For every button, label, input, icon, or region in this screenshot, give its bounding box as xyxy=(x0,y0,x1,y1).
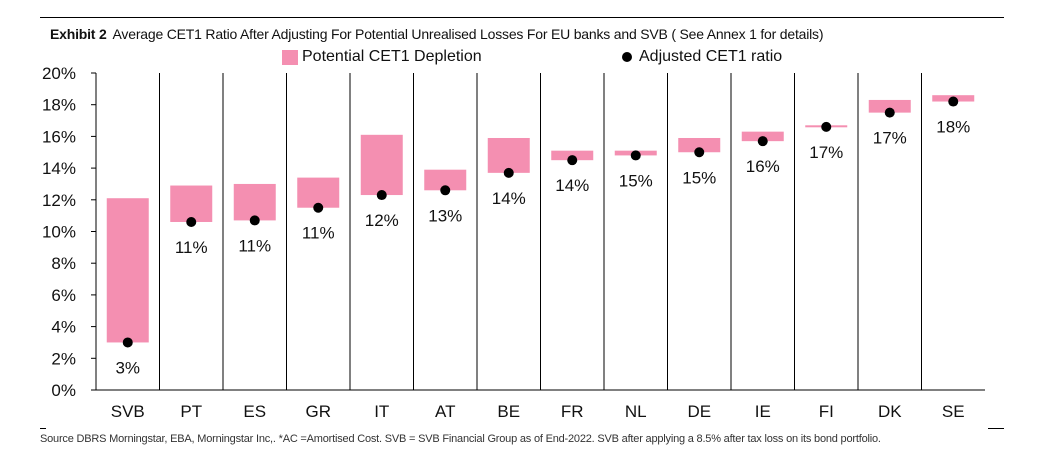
y-tick-label: 16% xyxy=(42,127,76,146)
data-label-svb: 3% xyxy=(115,358,140,377)
x-tick-label-gr: GR xyxy=(306,402,332,421)
adjusted-swatch xyxy=(622,52,632,62)
adjusted-dot-svb xyxy=(122,337,133,348)
data-label-fi: 17% xyxy=(809,143,843,162)
legend-label-adjusted: Adjusted CET1 ratio xyxy=(639,48,783,65)
x-tick-label-se: SE xyxy=(942,402,965,421)
y-tick-label: 0% xyxy=(51,381,76,400)
data-label-ie: 16% xyxy=(746,157,780,176)
data-label-es: 11% xyxy=(238,236,271,255)
x-tick-label-pt: PT xyxy=(180,402,202,421)
legend-label-depletion: Potential CET1 Depletion xyxy=(302,48,482,65)
depletion-bar-it xyxy=(360,134,403,196)
adjusted-dot-at xyxy=(440,185,451,196)
data-label-gr: 11% xyxy=(302,224,335,243)
depletion-bar-dk xyxy=(868,99,911,113)
y-tick-label: 8% xyxy=(51,254,76,273)
depletion-bar-at xyxy=(424,169,467,191)
depletion-bar-be xyxy=(487,137,530,173)
depletion-bar-es xyxy=(233,183,276,221)
y-tick-label: 12% xyxy=(42,191,76,210)
x-tick-label-nl: NL xyxy=(625,402,647,421)
depletion-bar-gr xyxy=(297,177,340,208)
data-label-de: 15% xyxy=(682,168,716,187)
adjusted-dot-es xyxy=(249,215,260,226)
adjusted-dot-be xyxy=(503,167,514,178)
y-tick-label: 4% xyxy=(51,318,76,337)
adjusted-dot-de xyxy=(694,147,705,158)
source-note: Source DBRS Morningstar, EBA, Morningsta… xyxy=(40,433,881,445)
data-label-pt: 11% xyxy=(175,238,208,257)
y-tick-label: 14% xyxy=(42,159,76,178)
top-rule xyxy=(40,17,1004,18)
left-mark xyxy=(40,428,46,429)
data-label-nl: 15% xyxy=(619,171,653,190)
y-tick-label: 6% xyxy=(51,286,76,305)
depletion-swatch xyxy=(282,49,298,65)
x-tick-label-fr: FR xyxy=(561,402,584,421)
data-label-it: 12% xyxy=(365,211,399,230)
depletion-bar-svb xyxy=(106,198,149,343)
x-tick-label-be: BE xyxy=(497,402,520,421)
x-tick-label-es: ES xyxy=(243,402,266,421)
x-tick-label-at: AT xyxy=(435,402,455,421)
adjusted-dot-fi xyxy=(821,121,832,132)
chart-title: Exhibit 2 Average CET1 Ratio After Adjust… xyxy=(50,26,824,42)
adjusted-dot-pt xyxy=(186,216,197,227)
exhibit-label: Exhibit 2 xyxy=(50,26,107,42)
adjusted-dot-ie xyxy=(757,136,768,147)
adjusted-dot-dk xyxy=(884,107,895,118)
adjusted-dot-se xyxy=(948,96,959,107)
adjusted-dot-nl xyxy=(630,150,641,161)
y-tick-label: 10% xyxy=(42,223,76,242)
y-tick-label: 20% xyxy=(42,64,76,83)
data-label-be: 14% xyxy=(492,189,526,208)
legend-item-depletion: Potential CET1 Depletion xyxy=(282,48,482,66)
x-tick-label-de: DE xyxy=(687,402,711,421)
x-tick-label-it: IT xyxy=(374,402,389,421)
data-label-dk: 17% xyxy=(873,129,907,148)
legend-item-adjusted: Adjusted CET1 ratio xyxy=(622,48,782,66)
x-tick-label-ie: IE xyxy=(755,402,771,421)
adjusted-dot-fr xyxy=(567,155,578,166)
title-text: Average CET1 Ratio After Adjusting For P… xyxy=(112,26,824,42)
adjusted-dot-it xyxy=(376,190,387,201)
depletion-bar-de xyxy=(678,137,721,153)
y-tick-label: 18% xyxy=(42,96,76,115)
adjusted-dot-gr xyxy=(313,202,324,213)
x-tick-label-dk: DK xyxy=(878,402,902,421)
data-label-fr: 14% xyxy=(555,176,589,195)
data-label-at: 13% xyxy=(428,206,462,225)
data-label-se: 18% xyxy=(936,118,970,137)
corner-mark xyxy=(988,428,1004,429)
depletion-bar-pt xyxy=(170,185,213,222)
y-tick-label: 2% xyxy=(51,349,76,368)
x-tick-label-svb: SVB xyxy=(111,402,145,421)
x-tick-label-fi: FI xyxy=(819,402,834,421)
